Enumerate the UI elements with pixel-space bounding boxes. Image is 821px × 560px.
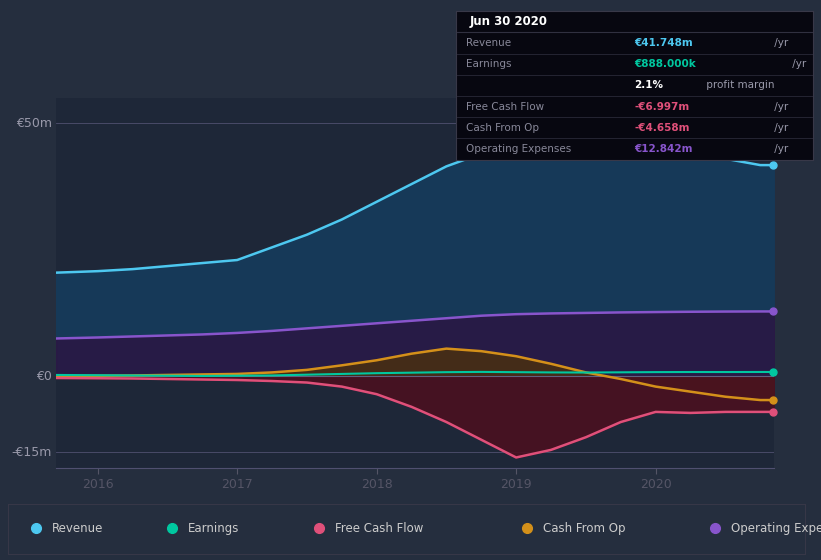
Text: Revenue: Revenue: [466, 38, 511, 48]
Text: 2.1%: 2.1%: [635, 81, 663, 90]
Text: Operating Expenses: Operating Expenses: [466, 144, 571, 154]
Text: Earnings: Earnings: [466, 59, 511, 69]
Text: €50m: €50m: [16, 117, 53, 130]
Text: Revenue: Revenue: [52, 522, 103, 535]
Text: Earnings: Earnings: [188, 522, 240, 535]
Text: Free Cash Flow: Free Cash Flow: [335, 522, 423, 535]
Text: /yr: /yr: [772, 101, 789, 111]
Text: -€15m: -€15m: [11, 446, 53, 459]
Text: Jun 30 2020: Jun 30 2020: [470, 15, 548, 29]
Text: profit margin: profit margin: [703, 81, 774, 90]
Text: /yr: /yr: [772, 123, 789, 133]
Text: €41.748m: €41.748m: [635, 38, 693, 48]
Text: /yr: /yr: [772, 144, 789, 154]
Text: -€4.658m: -€4.658m: [635, 123, 690, 133]
Text: Cash From Op: Cash From Op: [466, 123, 539, 133]
Text: -€6.997m: -€6.997m: [635, 101, 690, 111]
Text: Cash From Op: Cash From Op: [544, 522, 626, 535]
Text: /yr: /yr: [788, 59, 805, 69]
Text: Free Cash Flow: Free Cash Flow: [466, 101, 544, 111]
Text: €0: €0: [36, 370, 53, 383]
Text: €888.000k: €888.000k: [635, 59, 696, 69]
Text: /yr: /yr: [772, 38, 789, 48]
Text: €12.842m: €12.842m: [635, 144, 693, 154]
Text: Operating Expenses: Operating Expenses: [732, 522, 821, 535]
